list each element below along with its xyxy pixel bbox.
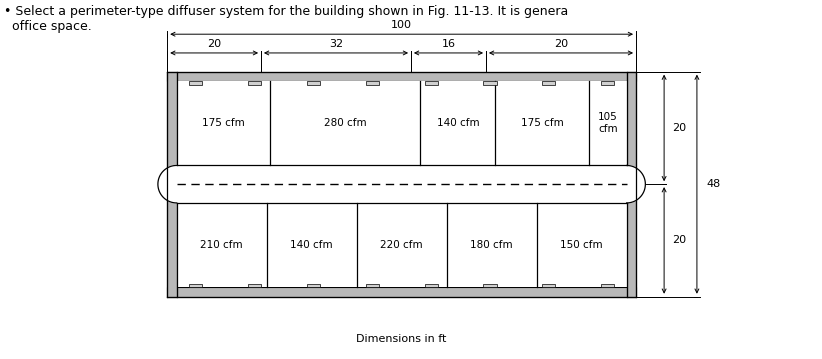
Text: Dimensions in ft: Dimensions in ft [357,334,447,344]
Bar [167,72,177,297]
Polygon shape [158,165,177,203]
Bar [177,81,626,287]
Text: 100: 100 [391,19,412,29]
Bar [167,287,636,297]
Bar [189,284,202,287]
Text: 175 cfm: 175 cfm [202,118,245,128]
Text: 175 cfm: 175 cfm [521,118,564,128]
Text: 280 cfm: 280 cfm [324,118,367,128]
Text: 105
cfm: 105 cfm [598,112,618,134]
Bar [366,284,379,287]
Bar [602,284,614,287]
Bar [543,81,556,85]
Text: 20: 20 [554,39,568,49]
Text: 32: 32 [329,39,343,49]
Polygon shape [626,165,645,203]
Bar [626,72,636,297]
Bar [543,284,556,287]
Text: 150 cfm: 150 cfm [561,240,603,250]
Text: 220 cfm: 220 cfm [381,240,423,250]
Bar [247,284,261,287]
Text: 210 cfm: 210 cfm [201,240,243,250]
Text: 16: 16 [441,39,455,49]
Text: 20: 20 [207,39,221,49]
Bar [307,81,320,85]
Text: 180 cfm: 180 cfm [470,240,513,250]
Text: • Select a perimeter-type diffuser system for the building shown in Fig. 11-13. : • Select a perimeter-type diffuser syste… [4,5,568,33]
Bar [602,81,614,85]
Text: 20: 20 [672,123,686,133]
Text: 140 cfm: 140 cfm [436,118,479,128]
Text: 20: 20 [672,236,686,246]
Bar [189,81,202,85]
Text: 48: 48 [707,179,721,189]
Text: 140 cfm: 140 cfm [290,240,333,250]
Bar [424,81,437,85]
Bar [424,284,437,287]
Bar [483,81,496,85]
Bar [247,81,261,85]
Bar [483,284,496,287]
Bar [366,81,379,85]
Bar [307,284,320,287]
Bar [167,72,636,81]
